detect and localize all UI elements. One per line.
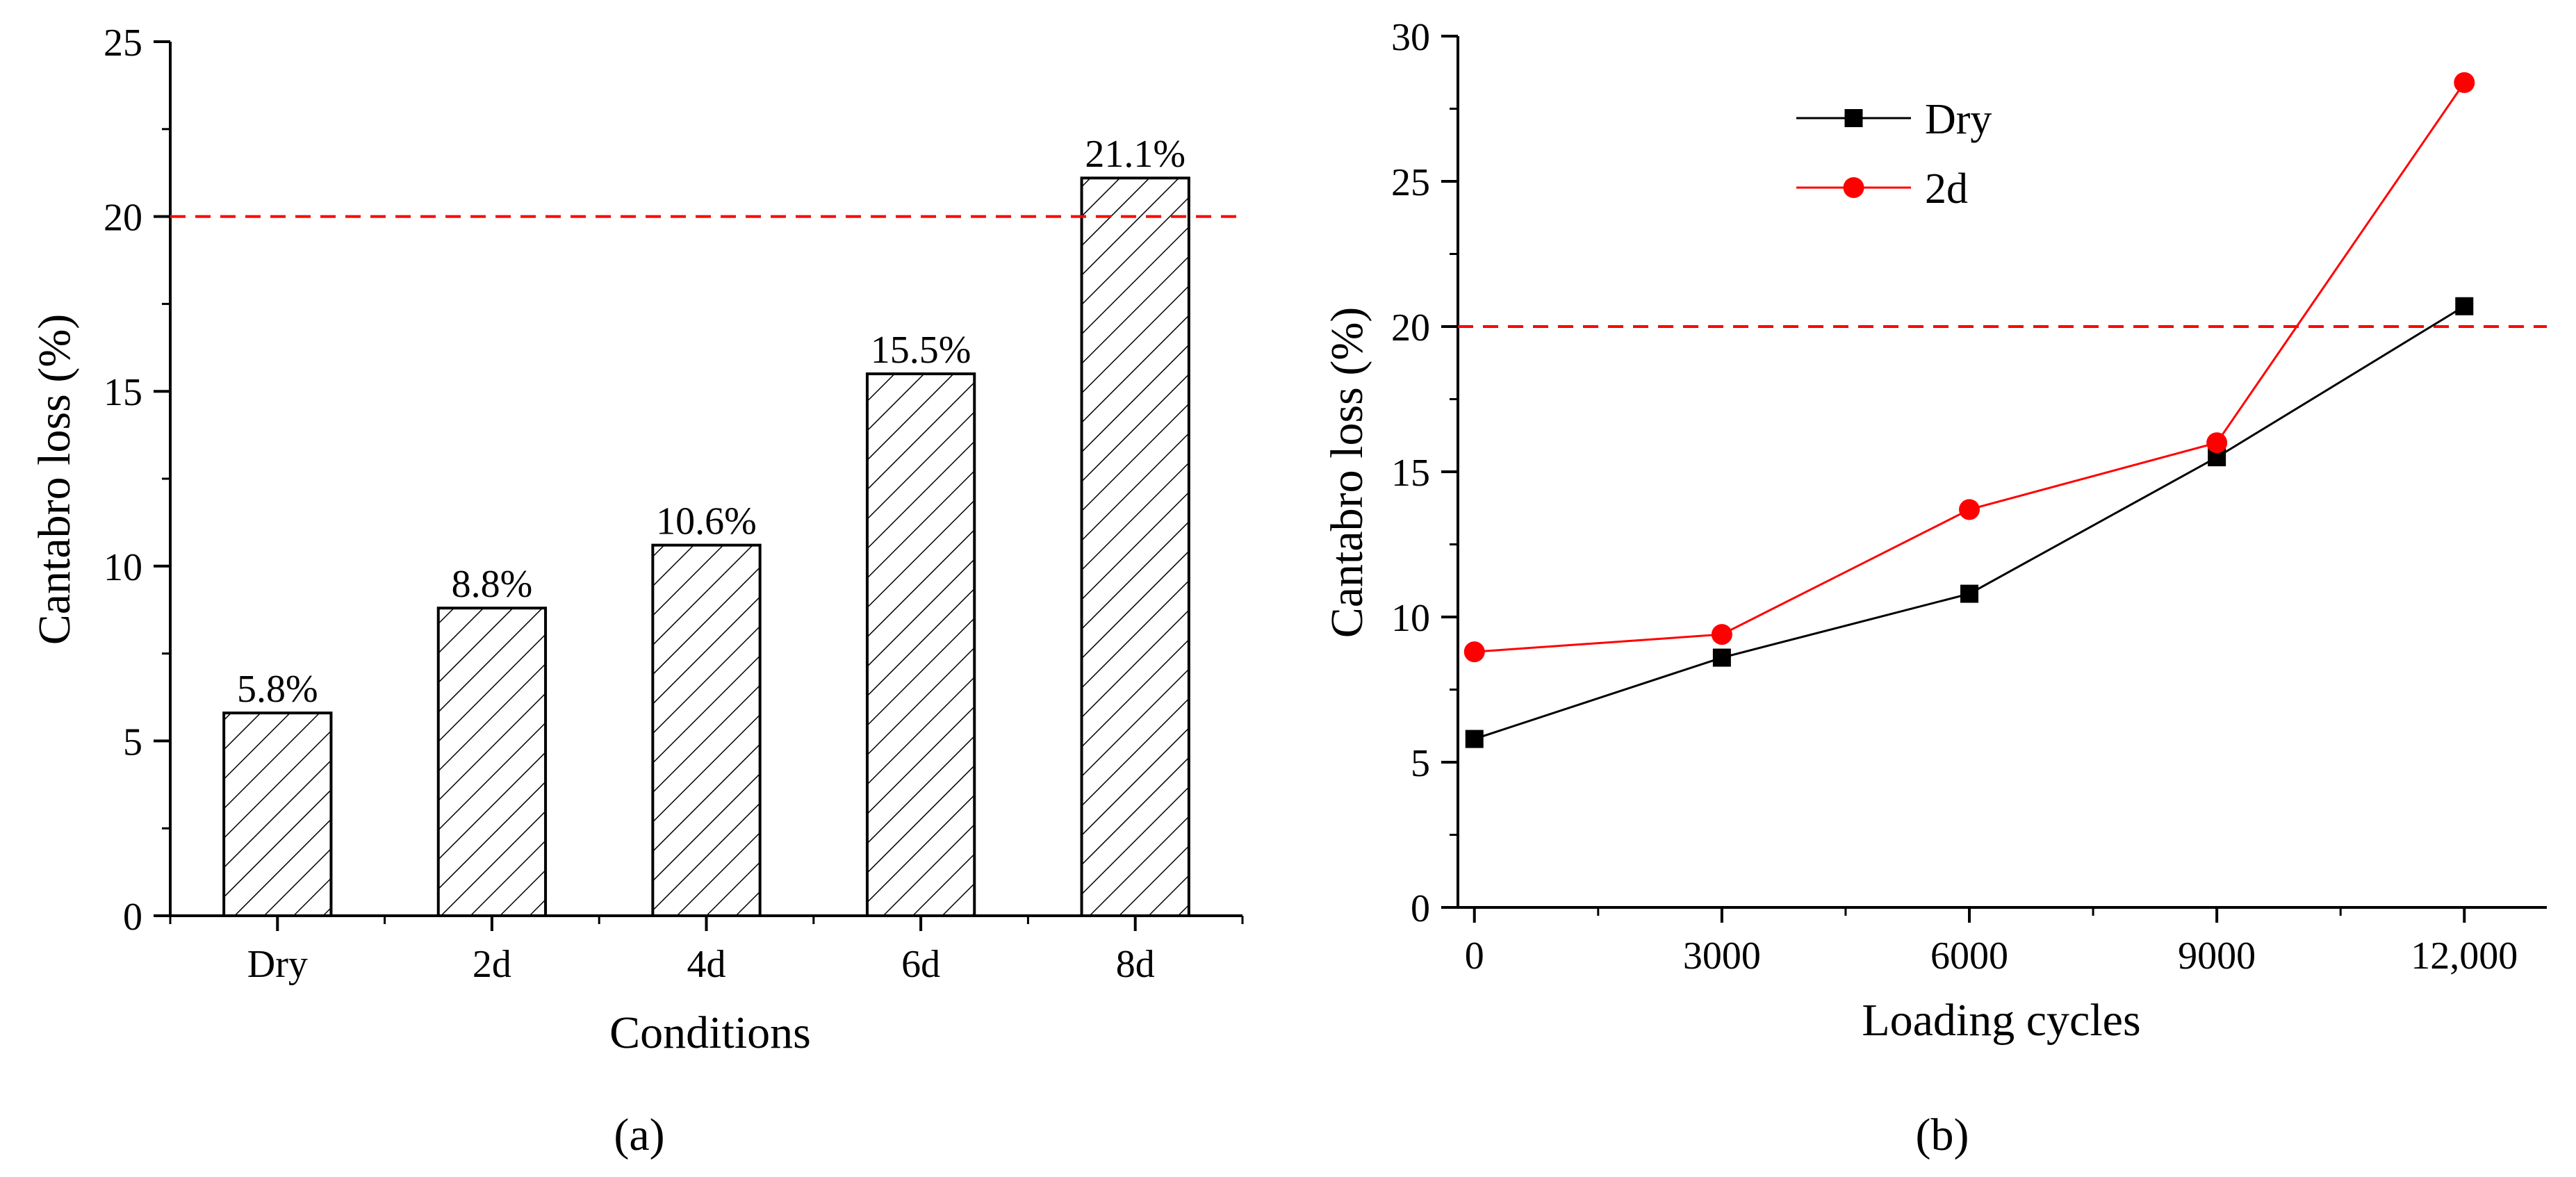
b-legend-label: 2d	[1925, 165, 1968, 213]
b-point-2d	[1463, 641, 1485, 663]
a-bar-value-label: 8.8%	[452, 563, 533, 606]
b-x-tick-label: 6000	[1930, 935, 2008, 978]
a-bar	[651, 543, 762, 917]
b-x-tick-label: 0	[1465, 935, 1484, 978]
line-chart-b: 0 5 10 15 20 25 30 0 3000 6000 9000 12,000 Dry 2d L…	[1322, 16, 2547, 1160]
b-y-tick-label: 10	[1391, 597, 1430, 640]
a-x-tick-label: Dry	[247, 943, 308, 986]
a-bar-value-label: 5.8%	[237, 668, 318, 711]
b-point-2d	[2206, 432, 2228, 454]
b-x-tick-label: 9000	[2178, 935, 2256, 978]
b-y-tick-label: 25	[1391, 161, 1430, 204]
a-panel-label: (a)	[614, 1110, 664, 1160]
a-y-tick-label: 5	[123, 721, 142, 764]
b-x-tick-label: 3000	[1683, 935, 1761, 978]
a-bar-value-label: 10.6%	[656, 500, 757, 543]
b-point-dry	[1960, 584, 1979, 603]
b-y-tick-label: 20	[1391, 306, 1430, 349]
a-y-tick-label: 15	[104, 371, 142, 414]
a-x-tick-label: 4d	[687, 943, 726, 986]
a-x-tick-label: 2d	[473, 943, 511, 986]
a-y-tick-label: 20	[104, 197, 142, 240]
b-legend-marker-2d	[1843, 177, 1864, 198]
b-legend-marker-dry	[1844, 109, 1863, 127]
a-y-tick-label: 25	[104, 22, 142, 65]
b-point-dry	[2455, 297, 2474, 315]
a-bar	[1080, 176, 1190, 917]
a-x-axis-label: Conditions	[609, 1007, 811, 1058]
a-bar	[865, 372, 976, 917]
a-bar-value-label: 21.1%	[1085, 133, 1186, 176]
b-y-tick-label: 0	[1411, 887, 1430, 930]
a-y-tick-label: 10	[104, 546, 142, 589]
b-legend: Dry 2d	[1796, 96, 1992, 213]
b-y-axis-label: Cantabro loss (%)	[1322, 307, 1372, 639]
b-point-2d	[2454, 72, 2475, 93]
b-series-line-dry	[1474, 305, 2466, 740]
a-y-tick-label: 0	[123, 896, 142, 939]
b-y-tick-label: 5	[1411, 742, 1430, 785]
b-point-2d	[1959, 499, 1980, 520]
b-point-dry	[1712, 648, 1731, 667]
bar-chart-a: 0 5 10 15 20 25 5.8% 8.8% 10.6% 15.5% 21.1% Dry 2d…	[29, 22, 1244, 1160]
b-panel-label: (b)	[1916, 1110, 1969, 1160]
a-bar-value-label: 15.5%	[871, 329, 971, 372]
a-x-tick-label: 6d	[901, 943, 940, 986]
b-point-2d	[1711, 624, 1732, 645]
a-y-axis-label: Cantabro loss (%)	[29, 314, 80, 645]
a-bar	[222, 711, 333, 918]
b-x-tick-label: 12,000	[2411, 935, 2518, 978]
b-legend-label: Dry	[1925, 96, 1992, 143]
b-y-tick-label: 15	[1391, 452, 1430, 495]
b-series-line-2d	[1474, 82, 2466, 653]
a-bar	[436, 607, 548, 918]
b-point-dry	[1465, 730, 1484, 748]
b-y-tick-label: 30	[1391, 16, 1430, 59]
b-x-axis-label: Loading cycles	[1862, 995, 2140, 1046]
a-x-tick-label: 8d	[1116, 943, 1155, 986]
